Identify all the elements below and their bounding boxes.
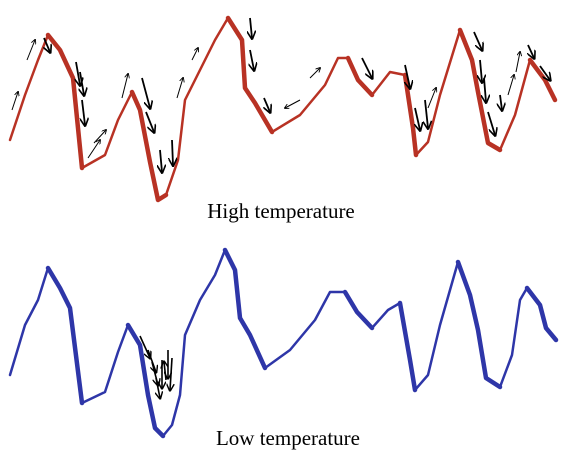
thick-arrow (528, 45, 534, 58)
thin-arrow (27, 40, 35, 60)
thick-arrow (488, 112, 495, 135)
high-temperature-arrows (12, 18, 550, 172)
thick-arrow (82, 100, 85, 125)
low-temperature-landscape (10, 250, 556, 436)
landscape-segment-thick (400, 303, 415, 390)
thick-arrow (148, 350, 156, 372)
thick-arrow (172, 140, 173, 165)
thick-arrow (160, 150, 162, 172)
thick-arrow (142, 78, 150, 108)
high-temperature-label: High temperature (207, 199, 355, 223)
thick-arrow (500, 95, 502, 110)
high-temperature-panel: High temperature (10, 18, 555, 223)
thin-arrow (428, 88, 436, 108)
thick-arrow (474, 32, 482, 50)
thin-arrow (122, 74, 128, 98)
landscape-segment-thick (345, 292, 372, 328)
thin-arrow (12, 92, 18, 110)
landscape-curve-thin (10, 18, 555, 200)
high-temperature-landscape (10, 18, 555, 200)
landscape-segment-thick (225, 250, 265, 368)
thin-arrow (516, 52, 520, 72)
thin-arrow (285, 100, 300, 108)
landscape-segment-thick (228, 18, 272, 132)
landscape-segment-thick (48, 268, 82, 403)
thick-arrow (146, 112, 154, 132)
thin-arrow (177, 78, 183, 98)
thick-arrow (156, 378, 160, 398)
landscape-segment-thick (458, 262, 500, 387)
thick-arrow (362, 58, 372, 78)
landscape-segment-thick (48, 35, 82, 168)
thick-arrow (425, 100, 428, 128)
landscape-segment-thick (128, 325, 163, 436)
thick-arrow (480, 60, 482, 82)
thick-arrow (164, 362, 166, 380)
thick-arrow (170, 358, 172, 390)
thin-arrow (94, 130, 106, 143)
thick-arrow (484, 78, 486, 102)
thick-arrow (415, 108, 420, 130)
thick-arrow (250, 50, 254, 70)
landscape-segment-thick (348, 58, 372, 95)
thick-arrow (250, 18, 252, 38)
thin-arrow (310, 68, 320, 78)
thin-arrow (508, 75, 514, 95)
landscape-segment-thick (527, 288, 556, 340)
thick-arrow (264, 98, 270, 112)
low-temperature-panel: Low temperature (10, 250, 556, 450)
landscape-segment-thick (132, 92, 166, 200)
landscape-segment-thick (530, 60, 555, 100)
low-temperature-label: Low temperature (216, 426, 360, 450)
landscape-curve-thin (10, 250, 556, 436)
thin-arrow (192, 48, 198, 60)
